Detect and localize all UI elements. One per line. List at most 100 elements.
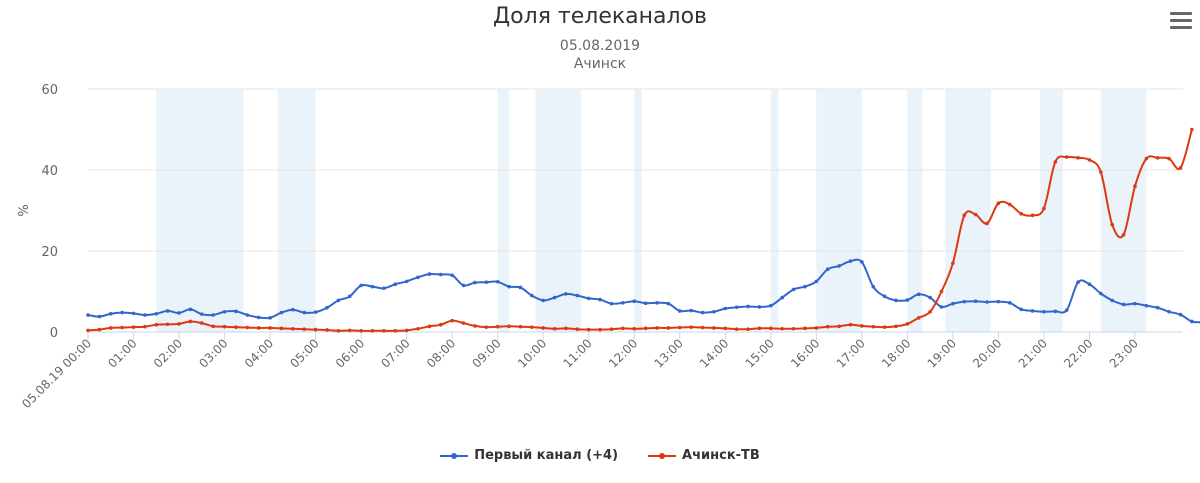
data-point: [325, 328, 329, 332]
data-point: [1076, 156, 1080, 160]
data-point: [234, 325, 238, 329]
data-point: [404, 279, 409, 284]
menu-bar: [1170, 12, 1192, 15]
data-point: [677, 309, 682, 313]
data-point: [609, 327, 614, 331]
data-point: [552, 326, 557, 331]
data-point: [120, 310, 124, 315]
data-point: [495, 324, 500, 329]
y-tick-label: 20: [41, 245, 58, 260]
data-point: [370, 328, 375, 333]
data-point: [882, 325, 887, 329]
data-point: [712, 309, 716, 314]
data-point: [347, 328, 352, 333]
x-tick-label: 11:00: [560, 336, 594, 370]
x-tick-label: 06:00: [333, 336, 367, 370]
data-point: [643, 326, 648, 331]
x-tick-label: 12:00: [606, 336, 640, 370]
data-point: [473, 324, 477, 328]
data-point: [689, 308, 693, 313]
data-point: [382, 328, 386, 333]
data-point: [723, 326, 728, 331]
data-point: [621, 326, 625, 331]
data-point: [996, 201, 1001, 206]
y-gridlines: 0 20 40 60: [41, 83, 1183, 341]
data-point: [313, 310, 318, 314]
data-point: [1133, 184, 1137, 188]
data-point: [894, 298, 898, 303]
data-point: [325, 305, 329, 310]
data-point: [1064, 308, 1069, 312]
data-point: [1030, 309, 1035, 313]
data-point: [769, 326, 773, 331]
data-point: [1190, 127, 1194, 132]
highlight-band: [816, 89, 862, 332]
x-tick-label: 15:00: [743, 336, 777, 370]
data-point: [700, 325, 705, 330]
data-point: [1121, 302, 1126, 307]
data-point: [200, 312, 204, 316]
data-point: [769, 303, 773, 308]
legend-item-series-2[interactable]: Ачинск-ТВ: [648, 448, 760, 463]
data-point: [518, 324, 523, 329]
chart-title: Доля телеканалов: [492, 4, 707, 29]
data-point: [814, 279, 819, 284]
data-point: [359, 283, 363, 288]
data-point: [894, 324, 898, 329]
data-point: [871, 284, 876, 289]
data-point: [188, 319, 193, 324]
data-point: [848, 322, 853, 327]
data-point: [1042, 309, 1046, 314]
data-point: [279, 326, 284, 331]
data-point: [598, 327, 602, 332]
x-tick-label: 14:00: [697, 336, 731, 370]
data-point: [985, 221, 989, 226]
highlight-band: [634, 89, 642, 332]
data-point: [177, 311, 181, 315]
data-point: [234, 309, 238, 314]
data-point: [951, 261, 955, 265]
data-point: [598, 297, 602, 302]
data-point: [825, 324, 830, 329]
data-point: [86, 313, 90, 317]
data-point: [507, 324, 511, 329]
data-point: [1007, 202, 1012, 207]
data-point: [564, 326, 568, 331]
legend-item-series-1[interactable]: Первый канал (+4): [440, 448, 618, 463]
x-tick-label: 08:00: [424, 336, 458, 370]
data-point: [621, 301, 625, 305]
data-point: [1042, 206, 1046, 211]
data-point: [973, 212, 978, 217]
highlight-band: [1040, 89, 1063, 332]
data-point: [1007, 301, 1012, 305]
x-tick-label: 17:00: [834, 336, 868, 370]
highlight-band: [770, 89, 779, 332]
data-point: [791, 287, 796, 292]
data-point: [131, 311, 136, 316]
data-point: [313, 327, 318, 332]
highlight-band: [535, 89, 582, 332]
data-point: [916, 292, 921, 297]
data-point: [154, 322, 159, 327]
legend-swatch-series-1: [440, 452, 469, 459]
data-point: [302, 310, 307, 315]
chart-subtitle-date: 05.08.2019: [559, 38, 641, 54]
data-point: [1144, 303, 1149, 308]
data-point: [734, 327, 739, 331]
data-point: [97, 314, 102, 319]
data-point: [256, 315, 261, 320]
x-tick-label: 05:00: [287, 336, 321, 370]
data-point: [541, 326, 545, 330]
data-point: [245, 313, 250, 317]
x-tick-label: 04:00: [242, 336, 276, 370]
data-point: [985, 300, 989, 304]
data-point: [450, 318, 454, 323]
data-point: [575, 327, 580, 331]
hamburger-menu-icon[interactable]: [1170, 12, 1192, 30]
data-point: [1167, 309, 1171, 314]
data-point: [791, 326, 796, 331]
data-point: [996, 299, 1001, 304]
data-point: [1155, 305, 1160, 310]
x-tick-label: 23:00: [1107, 336, 1141, 370]
data-point: [518, 285, 523, 290]
